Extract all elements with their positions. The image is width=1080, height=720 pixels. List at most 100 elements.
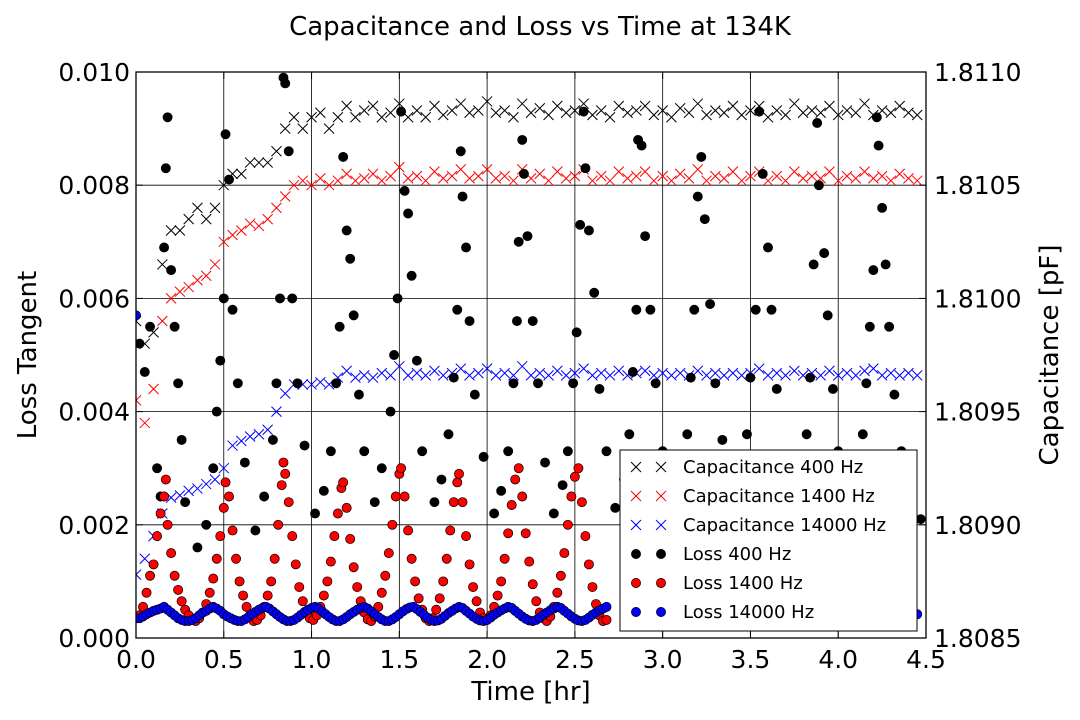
data-point — [889, 389, 900, 400]
data-point — [516, 98, 528, 110]
data-point — [385, 170, 396, 182]
data-point — [446, 105, 458, 116]
x-tick-label: 1.5 — [379, 645, 419, 674]
data-point — [399, 185, 410, 196]
data-point — [859, 365, 870, 377]
data-point — [279, 388, 291, 399]
legend-marker — [656, 578, 666, 588]
data-point — [376, 463, 387, 474]
data-point — [376, 367, 388, 379]
data-point — [595, 367, 607, 379]
data-point — [788, 98, 800, 110]
data-point — [718, 370, 730, 381]
legend-marker — [631, 578, 641, 588]
data-point — [288, 179, 300, 191]
data-point — [822, 310, 833, 321]
data-point — [551, 100, 563, 112]
y-tick-label-right: 1.8090 — [934, 511, 1021, 540]
data-point — [200, 213, 212, 225]
data-point — [815, 370, 827, 381]
data-point — [266, 576, 277, 587]
legend-marker — [656, 549, 666, 559]
data-point — [745, 105, 756, 116]
data-point — [736, 109, 748, 121]
data-point — [636, 140, 647, 151]
data-point — [201, 519, 212, 530]
data-point — [885, 175, 897, 187]
data-point — [806, 170, 818, 182]
data-point — [160, 163, 171, 174]
data-point — [806, 105, 818, 116]
data-point — [183, 485, 195, 497]
data-point — [534, 168, 546, 180]
data-point — [253, 157, 265, 168]
data-point — [622, 173, 633, 184]
data-point — [454, 468, 464, 479]
data-point — [499, 105, 511, 116]
y-tick-label-left: 0.002 — [58, 511, 130, 540]
data-point — [503, 528, 514, 539]
data-point — [499, 553, 510, 564]
data-point — [824, 365, 835, 377]
data-point — [540, 457, 550, 468]
data-point — [543, 175, 554, 187]
data-point — [318, 485, 329, 496]
data-point — [508, 111, 519, 123]
data-point — [218, 502, 229, 513]
data-point — [396, 106, 407, 117]
data-point — [165, 293, 177, 304]
data-point — [341, 100, 353, 112]
data-point — [325, 556, 336, 567]
data-point — [522, 231, 533, 242]
data-point — [227, 229, 238, 241]
data-point — [224, 174, 234, 185]
data-point — [334, 321, 345, 332]
data-point — [499, 367, 511, 379]
data-point — [780, 109, 791, 121]
data-point — [692, 191, 703, 202]
data-point — [569, 367, 581, 379]
data-point — [903, 173, 914, 184]
legend-entry: Capacitance 14000 Hz — [630, 515, 886, 536]
data-point — [745, 170, 756, 182]
data-point — [183, 213, 195, 225]
data-point — [174, 225, 186, 236]
data-point — [403, 525, 414, 536]
data-point — [350, 372, 361, 383]
data-point — [490, 370, 502, 381]
data-point — [780, 175, 791, 187]
data-point — [705, 299, 716, 310]
x-tick-label: 4.0 — [818, 645, 858, 674]
data-point — [218, 293, 229, 304]
data-point — [136, 310, 141, 321]
data-point — [174, 286, 186, 297]
data-point — [136, 394, 142, 406]
data-point — [448, 497, 459, 508]
data-point — [754, 106, 765, 117]
data-point — [876, 170, 888, 182]
data-point — [745, 372, 756, 383]
data-point — [824, 166, 835, 177]
data-point — [376, 175, 388, 187]
data-point — [911, 175, 923, 187]
data-point — [461, 242, 471, 253]
legend-label: Loss 14000 Hz — [683, 602, 814, 623]
y-axis-label-right: Capacitance [pF] — [1035, 245, 1065, 466]
data-point — [410, 576, 421, 587]
data-point — [267, 434, 278, 445]
legend-marker — [630, 490, 642, 502]
data-point — [297, 175, 309, 187]
data-point — [560, 173, 572, 184]
x-tick-label: 0.5 — [204, 645, 244, 674]
data-point — [666, 370, 677, 381]
data-point — [420, 370, 432, 381]
data-point — [417, 446, 428, 457]
data-point — [235, 435, 247, 447]
data-point — [666, 175, 677, 187]
data-point — [701, 175, 712, 187]
data-point — [481, 163, 493, 175]
data-point — [613, 365, 625, 377]
data-point — [543, 109, 554, 121]
data-point — [876, 370, 888, 381]
